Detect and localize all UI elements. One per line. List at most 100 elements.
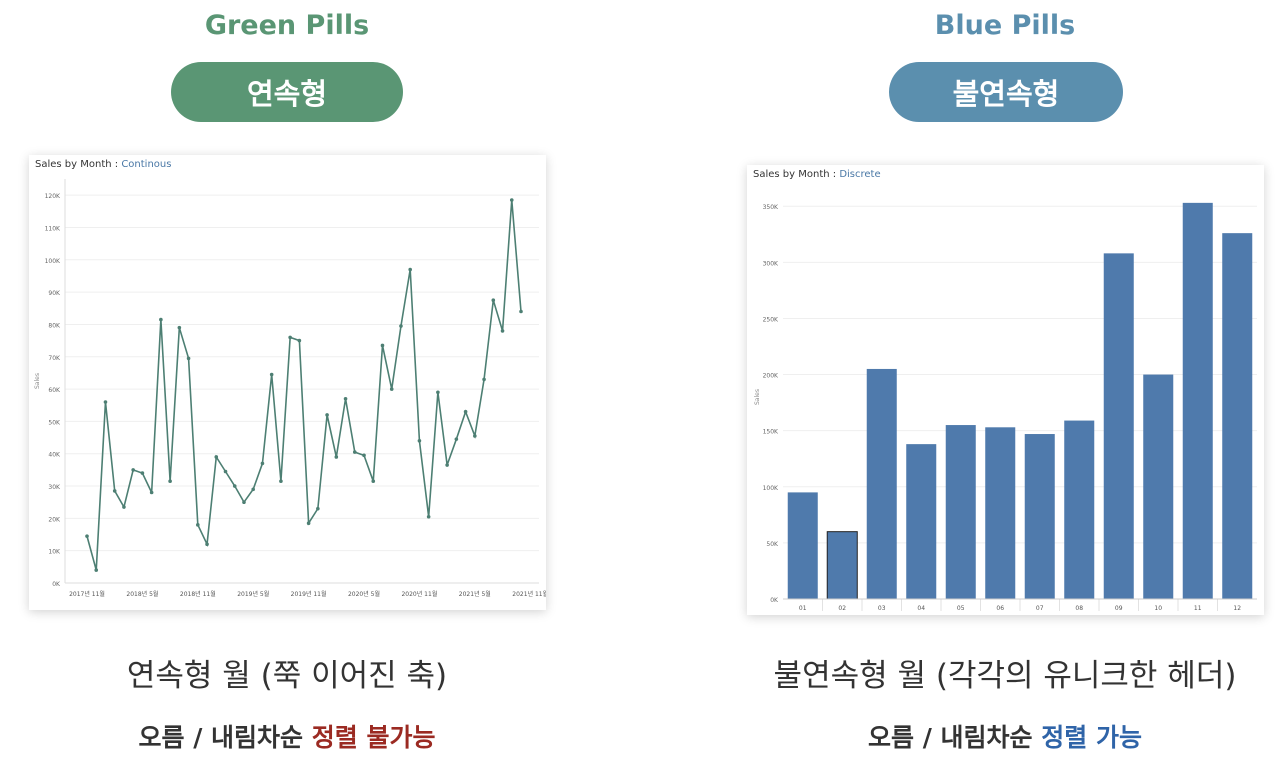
y-tick-label: 120K — [45, 193, 61, 200]
x-tick-label: 09 — [1115, 605, 1123, 612]
data-point — [482, 377, 486, 382]
blue-pills-title: Blue Pills — [934, 10, 1076, 41]
data-point — [352, 450, 357, 454]
data-point — [509, 198, 514, 202]
x-tick-label: 06 — [996, 605, 1004, 612]
bar — [906, 444, 937, 599]
data-point — [288, 335, 292, 340]
discrete-chart-card: Sales by Month : Discrete 0K 50K 100K 150K 2… — [747, 165, 1264, 615]
x-tick-label: 01 — [799, 605, 807, 612]
y-tick-label: 100K — [45, 258, 61, 265]
data-point — [297, 338, 302, 343]
y-tick-label: 80K — [48, 322, 61, 329]
data-point — [445, 463, 449, 467]
chart-title-prefix: Sales by Month : — [753, 169, 840, 180]
continuous-sort-note: 오름 / 내림차순 정렬 불가능 — [37, 718, 537, 754]
data-point — [214, 455, 219, 459]
y-tick-label: 200K — [763, 373, 779, 380]
data-point — [279, 479, 283, 483]
data-point — [491, 298, 496, 302]
data-point — [140, 471, 145, 475]
y-tick-label: 100K — [763, 485, 779, 492]
y-tick-label: 20K — [48, 516, 61, 523]
data-point — [500, 329, 505, 333]
chart-title-kind: Continous — [121, 159, 172, 170]
data-point — [85, 534, 89, 538]
data-point — [417, 438, 422, 443]
data-point — [463, 409, 468, 414]
data-point — [371, 479, 376, 483]
discrete-sort-note: 오름 / 내림차순 정렬 가능 — [755, 718, 1255, 754]
data-point — [223, 469, 228, 474]
x-tick-label: 2017년 11월 — [69, 590, 105, 598]
data-point — [334, 455, 339, 459]
x-tick-label: 2018년 11월 — [180, 590, 216, 598]
data-point — [196, 523, 200, 527]
data-point — [168, 479, 172, 483]
data-point — [325, 413, 329, 417]
x-tick-label: 05 — [957, 605, 965, 612]
data-point — [251, 487, 256, 492]
data-point — [426, 514, 431, 519]
y-tick-label: 0K — [770, 597, 779, 604]
y-tick-label: 30K — [48, 484, 61, 491]
data-point — [362, 453, 366, 458]
y-tick-label: 350K — [763, 204, 779, 211]
data-point — [242, 500, 246, 505]
data-point — [260, 461, 265, 466]
data-point — [131, 468, 135, 472]
data-point — [380, 343, 385, 348]
y-tick-label: 50K — [766, 541, 779, 548]
data-point — [205, 542, 209, 547]
data-point — [159, 317, 163, 322]
bar — [787, 492, 818, 599]
x-tick-label: 03 — [878, 605, 886, 612]
y-tick-label: 60K — [48, 387, 61, 394]
data-point — [149, 490, 154, 495]
data-point — [399, 324, 403, 328]
bar — [1143, 374, 1174, 599]
x-tick-label: 2018년 5월 — [126, 590, 158, 598]
continuous-caption: 연속형 월 (쭉 이어진 축) — [126, 658, 448, 694]
x-tick-label: 2020년 5월 — [348, 590, 380, 598]
data-point — [103, 400, 108, 404]
data-point — [408, 267, 412, 272]
y-tick-label: 250K — [763, 316, 779, 323]
data-point — [343, 396, 348, 401]
green-pills-title: Green Pills — [204, 10, 370, 41]
bar — [1103, 253, 1134, 599]
bar-chart: 0K 50K 100K 150K 200K 250K 300K 350K Sales 01 02 03… — [754, 202, 1257, 612]
bar — [826, 531, 858, 600]
data-point — [122, 505, 126, 509]
y-tick-label: 10K — [48, 549, 61, 556]
sort-note-prefix: 오름 / 내림차순 — [138, 723, 312, 752]
x-tick-label: 04 — [917, 605, 925, 612]
x-tick-label: 07 — [1036, 605, 1044, 612]
y-tick-label: 70K — [48, 355, 61, 362]
data-point — [454, 437, 459, 441]
continuous-pill: 연속형 — [171, 62, 403, 122]
continuous-chart-card: Sales by Month : Continous 0K 10K 20K 30K 40… — [29, 155, 546, 610]
bar — [1222, 233, 1253, 599]
sort-note-emphasis: 정렬 불가능 — [311, 723, 436, 752]
x-tick-label: 2019년 11월 — [291, 590, 327, 598]
bar — [866, 368, 897, 599]
y-tick-label: 110K — [45, 225, 61, 232]
sort-note-prefix: 오름 / 내림차순 — [868, 723, 1042, 752]
data-point — [94, 568, 99, 572]
y-axis-label: Sales — [754, 389, 761, 405]
x-tick-label: 11 — [1194, 605, 1202, 612]
data-point — [316, 506, 320, 511]
continuous-chart-title: Sales by Month : Continous — [35, 159, 171, 170]
line-chart: 0K 10K 20K 30K 40K 50K 60K 70K 80K 90K 100K 110K 120… — [34, 179, 546, 598]
bar — [945, 425, 976, 599]
data-point — [112, 489, 117, 493]
discrete-pill: 불연속형 — [889, 62, 1123, 122]
y-tick-label: 300K — [763, 260, 779, 267]
bar — [1024, 434, 1055, 599]
data-point — [519, 309, 523, 314]
x-tick-label: 2021년 5월 — [459, 590, 491, 598]
x-tick-label: 08 — [1075, 605, 1083, 612]
data-point — [177, 325, 182, 330]
y-axis-label: Sales — [34, 373, 41, 389]
